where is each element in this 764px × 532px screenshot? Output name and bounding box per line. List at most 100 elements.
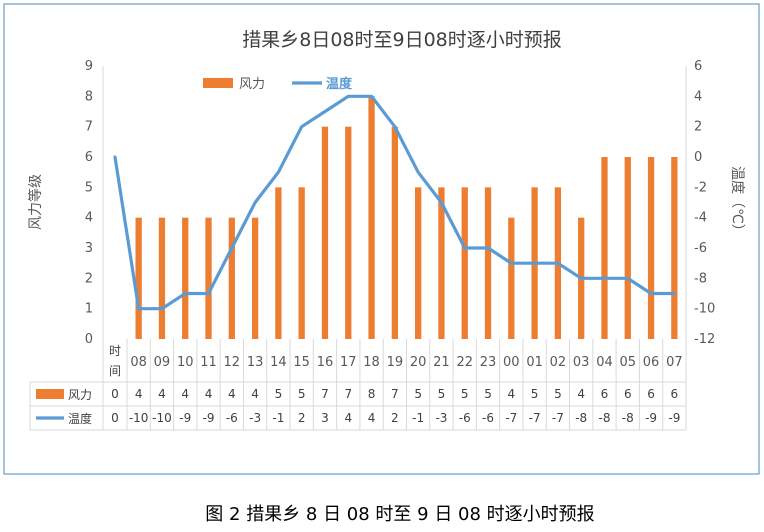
table-cell-temp: -6 [482, 411, 494, 425]
x-tick-label: 17 [340, 355, 357, 370]
table-cell-wind: 6 [601, 387, 609, 401]
table-cell-temp: -9 [645, 411, 657, 425]
table-cell-wind: 4 [577, 387, 585, 401]
table-cell-wind: 7 [321, 387, 329, 401]
table-cell-wind: 5 [275, 387, 283, 401]
y-tick-label: 5 [85, 180, 93, 195]
table-cell-wind: 5 [438, 387, 446, 401]
table-cell-wind: 5 [298, 387, 306, 401]
y-axis-title: 风力等级 [27, 174, 44, 230]
table-cell-temp: -8 [622, 411, 634, 425]
y-tick-label: 8 [85, 89, 93, 104]
x-tick-label: 19 [387, 355, 404, 370]
table-cell-temp: -3 [249, 411, 261, 425]
y2-tick-label: 4 [694, 89, 702, 104]
table-cell-temp: -8 [598, 411, 610, 425]
table-cell-wind: 4 [158, 387, 166, 401]
y2-tick-label: -8 [694, 271, 707, 286]
table-cell-wind: 5 [484, 387, 492, 401]
table-cell-temp: -9 [203, 411, 215, 425]
table-cell-temp: -7 [529, 411, 541, 425]
wind-bar [298, 187, 305, 339]
x-tick-label: 09 [154, 355, 171, 370]
table-cell-wind: 7 [344, 387, 352, 401]
table-cell-wind: 7 [391, 387, 399, 401]
x-tick-label: 10 [177, 355, 194, 370]
wind-bar [205, 217, 212, 339]
wind-bar [671, 157, 678, 339]
table-corner-label: 时 [109, 344, 121, 358]
wind-bar [391, 126, 398, 340]
y2-tick-label: -12 [694, 332, 715, 347]
wind-bar [251, 217, 259, 339]
table-cell-wind: 6 [671, 387, 679, 401]
table-cell-temp: 0 [111, 411, 119, 425]
table-cell-wind: 5 [554, 387, 562, 401]
table-cell-wind: 4 [135, 387, 143, 401]
wind-bar [508, 217, 515, 339]
table-cell-wind: 5 [414, 387, 422, 401]
table-wind-swatch [36, 389, 64, 399]
wind-bar [601, 157, 608, 339]
table-cell-wind: 4 [507, 387, 515, 401]
wind-bar [345, 126, 352, 340]
table-cell-temp: -10 [152, 411, 172, 425]
wind-bar [135, 217, 142, 339]
x-tick-label: 03 [573, 355, 590, 370]
wind-bar [461, 187, 468, 339]
x-tick-label: 15 [293, 355, 310, 370]
y-tick-label: 4 [85, 211, 93, 226]
table-cell-wind: 4 [228, 387, 236, 401]
table-cell-temp: 2 [391, 411, 399, 425]
temperature-line [113, 94, 676, 311]
x-tick-label: 16 [317, 355, 334, 370]
x-tick-label: 14 [270, 355, 287, 370]
table-cell-wind: 6 [647, 387, 655, 401]
wind-bar [228, 217, 235, 339]
x-tick-label: 05 [619, 355, 636, 370]
y2-tick-label: 6 [694, 59, 702, 74]
y2-tick-label: 0 [694, 150, 702, 165]
table-cell-temp: 4 [344, 411, 352, 425]
y-tick-label: 0 [85, 332, 93, 347]
table-cell-temp: -7 [552, 411, 564, 425]
table-cell-wind: 5 [531, 387, 539, 401]
x-tick-label: 22 [456, 355, 473, 370]
chart-axes: 0 1 2 3 4 5 6 7 8 9 -12 -10 -8 -6 -4 -2 0 2 4 6 [85, 59, 716, 347]
y-tick-label: 1 [85, 302, 93, 317]
table-cell-temp: -3 [435, 411, 447, 425]
chart-border [3, 3, 760, 475]
y2-tick-label: -10 [694, 302, 715, 317]
x-tick-label: 08 [130, 355, 147, 370]
table-cell-temp: -1 [272, 411, 284, 425]
y-tick-label: 2 [85, 271, 93, 286]
x-tick-label: 00 [503, 355, 520, 370]
y-tick-label: 7 [85, 120, 93, 135]
wind-bar [368, 96, 375, 339]
wind-bar [182, 217, 189, 339]
wind-bar [158, 217, 166, 339]
x-tick-label: 11 [200, 355, 217, 370]
legend-temp-label: 温度 [326, 76, 353, 92]
wind-bar [438, 187, 445, 339]
table-corner-label: 间 [109, 364, 121, 378]
y2-tick-label: -6 [694, 241, 707, 256]
table-cell-temp: -10 [129, 411, 149, 425]
wind-bar [321, 126, 329, 340]
table-cell-wind: 4 [251, 387, 259, 401]
y-tick-label: 6 [85, 150, 93, 165]
x-tick-label: 06 [643, 355, 660, 370]
y2-tick-label: -4 [694, 211, 707, 226]
wind-bar [647, 157, 655, 339]
legend-wind-swatch [203, 78, 233, 88]
table-cell-temp: 2 [298, 411, 306, 425]
chart-title: 措果乡8日08时至9日08时逐小时预报 [242, 29, 562, 51]
legend: 风力 温度 [203, 76, 353, 92]
table-cell-temp: 4 [368, 411, 376, 425]
table-cell-wind: 6 [624, 387, 632, 401]
x-tick-label: 04 [596, 355, 613, 370]
table-cell-wind: 0 [111, 387, 119, 401]
legend-wind-label: 风力 [239, 77, 265, 92]
table-cell-wind: 8 [368, 387, 376, 401]
table-cell-wind: 4 [205, 387, 213, 401]
